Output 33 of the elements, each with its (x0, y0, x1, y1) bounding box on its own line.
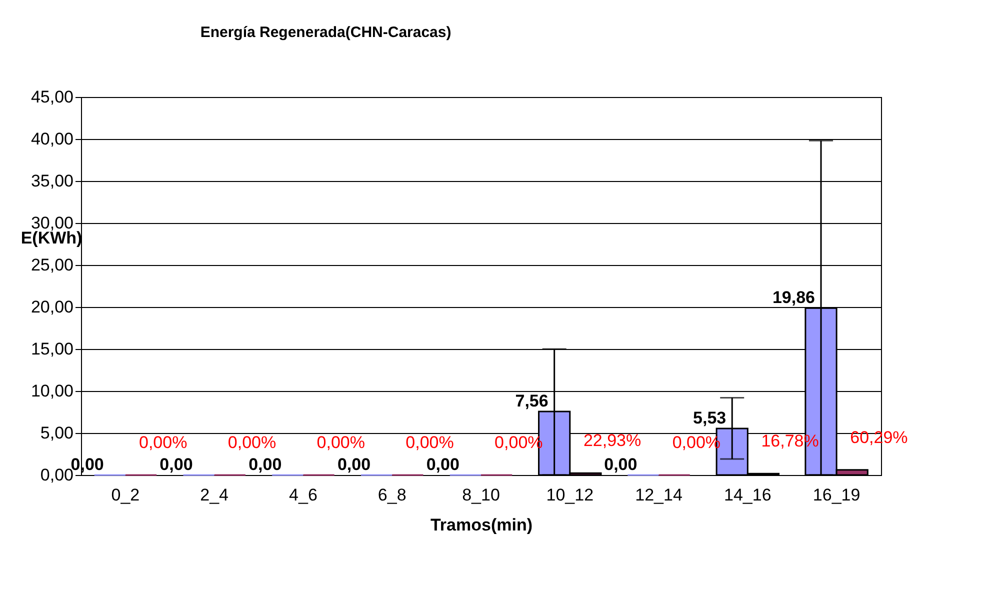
y-tick-label: 25,00 (30, 256, 74, 274)
x-tick-label: 10_12 (546, 486, 594, 504)
data-label: 5,53 (693, 408, 726, 428)
data-label: 0,00% (406, 433, 454, 452)
x-tick-label: 8_10 (462, 486, 500, 504)
y-tick-label: 20,00 (30, 298, 74, 316)
data-label: 0,00% (316, 433, 365, 452)
x-tick-label: 16_19 (812, 486, 860, 504)
data-label: 0,00 (426, 455, 460, 474)
data-label: 0,00% (139, 433, 188, 452)
x-tick-label: 12_14 (635, 486, 682, 504)
data-label: 0,00 (337, 455, 371, 474)
data-label: 0,00 (604, 455, 638, 474)
data-label: 7,56 (515, 391, 548, 410)
x-tick-label: 4_6 (289, 486, 318, 504)
y-tick-label: 15,00 (30, 340, 74, 358)
data-label: 0,00 (248, 455, 282, 474)
data-label: 19,86 (772, 288, 815, 308)
x-tick-label: 0_2 (111, 486, 140, 504)
data-label: 22,93% (583, 431, 642, 450)
x-axis-title: Tramos(min) (430, 516, 533, 534)
x-tick-label: 6_8 (378, 486, 406, 504)
x-tick-label: 14_16 (724, 486, 772, 504)
chart-title: Energía Regenerada(CHN-Caracas) (200, 24, 452, 41)
y-tick-label: 40,00 (30, 130, 74, 148)
data-label: 0,00% (228, 433, 276, 452)
y-tick-label: 5,00 (40, 424, 74, 442)
data-label: 0,00 (160, 455, 193, 474)
x-tick-label: 2_4 (200, 486, 229, 504)
y-tick-label: 35,00 (30, 172, 74, 190)
y-tick-label: 30,00 (30, 214, 74, 232)
y-tick-label: 45,00 (30, 88, 74, 106)
y-tick-label: 10,00 (30, 382, 74, 400)
